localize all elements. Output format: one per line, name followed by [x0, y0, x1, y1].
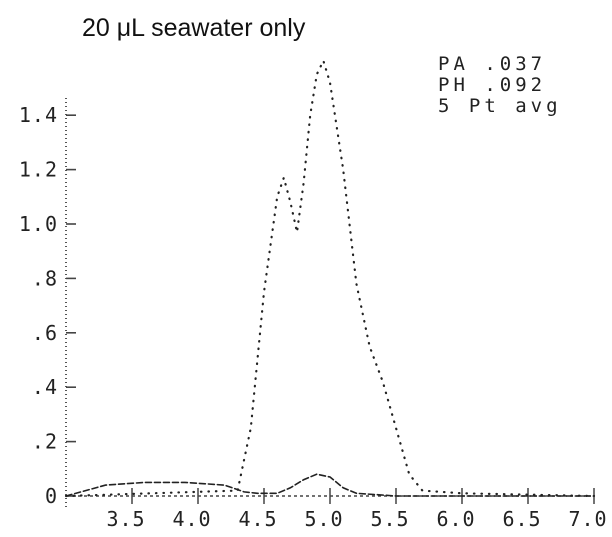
y-tick-label: .6: [32, 321, 58, 345]
chart-title: 20 μL seawater only: [82, 14, 306, 42]
x-tick-label: 7.0: [568, 507, 607, 531]
y-tick-label: 1.0: [19, 212, 58, 236]
dotted-trace: [64, 57, 596, 498]
y-ticks: 0 .2 .4 .6 .8 1.0 1.2 1.4: [19, 103, 76, 508]
y-tick-label: 1.4: [19, 103, 58, 127]
x-tick-label: 5.0: [304, 507, 343, 531]
x-tick-label: 4.0: [172, 507, 211, 531]
readout-avg: 5 Pt avg: [438, 95, 562, 117]
x-ticks: 3.5 4.0 4.5 5.0 5.5 6.0 6.5 7.0: [106, 488, 607, 531]
y-tick-label: .2: [32, 430, 58, 454]
x-tick-label: 3.5: [106, 507, 145, 531]
x-tick-label: 6.5: [502, 507, 541, 531]
y-tick-label: 0: [45, 484, 58, 508]
readout-pa: PA .037: [438, 53, 546, 75]
dashed-trace: [65, 473, 595, 497]
readout: PA .037 PH .092 5 Pt avg: [438, 53, 562, 117]
x-tick-label: 4.5: [238, 507, 277, 531]
y-tick-label: .4: [32, 375, 58, 399]
y-tick-label: .8: [32, 266, 58, 290]
series-layer: [64, 57, 596, 498]
readout-ph: PH .092: [438, 74, 546, 96]
x-tick-label: 6.0: [436, 507, 475, 531]
y-tick-label: 1.2: [19, 158, 58, 182]
x-tick-label: 5.5: [370, 507, 409, 531]
